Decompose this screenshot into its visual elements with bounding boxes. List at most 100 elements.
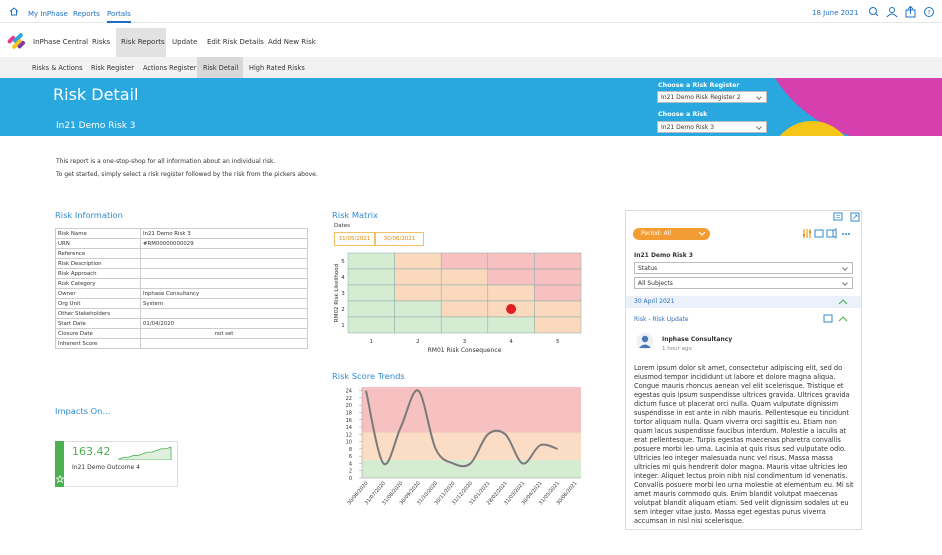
section-title: Risk Information: [55, 210, 123, 220]
sparkline: [118, 446, 172, 460]
date-chip[interactable]: 30/06/2021: [375, 232, 424, 246]
home-icon[interactable]: [9, 7, 19, 16]
table-cell: Risk Description: [55, 258, 141, 269]
table-cell: In21 Demo Risk 3: [140, 228, 308, 239]
nav-link[interactable]: My InPhase: [28, 10, 68, 18]
matrix-cell: [347, 252, 395, 270]
matrix-cell: [347, 284, 395, 302]
panel-icons[interactable]: [833, 212, 863, 224]
table-cell: Start Date: [55, 318, 141, 329]
table-cell: [140, 338, 308, 349]
sub-nav-item[interactable]: Risk Register: [91, 64, 134, 72]
y-tick-label: 10: [346, 440, 352, 446]
filter-icons[interactable]: [802, 228, 852, 240]
y-tick-label: 2: [341, 307, 345, 313]
table-cell: Risk Approach: [55, 268, 141, 279]
update-text: Lorem ipsum dolor sit amet, consectetur …: [634, 364, 854, 525]
table-row: Risk Name In21 Demo Risk 3: [55, 228, 308, 239]
subjects-select[interactable]: All Subjects: [634, 277, 853, 289]
table-cell: [140, 268, 308, 279]
y-tick-label: 24: [346, 389, 352, 395]
nav-item[interactable]: Add New Risk: [268, 38, 316, 46]
y-tick-label: 3: [341, 291, 345, 297]
table-cell: System: [140, 298, 308, 309]
sparkline-area: [118, 446, 172, 460]
sub-nav-item[interactable]: Risk Detail: [203, 64, 239, 72]
matrix-cell: [347, 300, 395, 318]
matrix-cell: [394, 316, 442, 334]
status-select[interactable]: Status: [634, 262, 853, 274]
nav-link[interactable]: Portals: [107, 10, 131, 23]
nav-item[interactable]: Risks: [92, 38, 111, 46]
toolbar-icons[interactable]: ?: [868, 6, 938, 18]
y-tick-label: 4: [349, 461, 352, 467]
sub-nav-item[interactable]: High Rated Risks: [249, 64, 305, 72]
active-tab-bg: [197, 57, 243, 78]
sub-nav-item[interactable]: Risks & Actions: [32, 64, 83, 72]
impact-label: In21 Demo Outcome 4: [72, 464, 140, 471]
matrix-cell: [394, 268, 442, 286]
nav-item[interactable]: Edit Risk Details: [207, 38, 264, 46]
y-tick-label: 6: [349, 454, 352, 460]
impact-strip: [55, 441, 64, 487]
table-row: Closure Date not set: [55, 328, 308, 339]
risk-subtitle: In21 Demo Risk 3: [56, 121, 136, 131]
avatar: [636, 332, 654, 350]
y-tick-label: 0: [349, 476, 352, 482]
y-tick-label: 14: [346, 425, 352, 431]
matrix-cell: [487, 284, 535, 302]
date-header: 30 April 2021: [634, 298, 675, 305]
table-row: Inherent Score: [55, 338, 308, 349]
table-row: URN #RM00000000029: [55, 238, 308, 249]
table-row: Owner Inphase Consultancy: [55, 288, 308, 299]
current-date: 18 June 2021: [812, 9, 859, 17]
table-cell: Closure Date: [55, 328, 141, 339]
date-chip[interactable]: 31/05/2021: [334, 232, 375, 246]
x-axis-label: RM01 Risk Consequence: [428, 347, 502, 354]
nav-item[interactable]: Risk Reports: [121, 38, 165, 46]
x-tick-label: 5: [556, 339, 560, 345]
top-bar: [0, 0, 942, 23]
matrix-cell: [487, 316, 535, 334]
period-text[interactable]: Period: All: [641, 230, 672, 237]
table-cell: Org Unit: [55, 298, 141, 309]
matrix-cell: [440, 316, 489, 334]
risk-select[interactable]: In21 Demo Risk 3: [657, 121, 767, 133]
matrix-cell: [394, 300, 442, 318]
date-row[interactable]: [626, 296, 861, 308]
nav-item[interactable]: Update: [172, 38, 198, 46]
chevron[interactable]: [838, 299, 848, 305]
matrix-cell: [534, 316, 582, 334]
table-row: Risk Approach: [55, 268, 308, 279]
trend-chart: 02468101214161820222430/06/202031/07/202…: [346, 387, 581, 506]
update-icons[interactable]: [823, 314, 851, 324]
table-row: Risk Description: [55, 258, 308, 269]
y-tick-label: 20: [346, 403, 352, 409]
table-cell: Risk Name: [55, 228, 141, 239]
sub-nav-item[interactable]: Actions Register: [143, 64, 197, 72]
matrix-cell: [534, 284, 582, 302]
y-tick-label: 12: [346, 432, 352, 438]
table-cell: [140, 308, 308, 319]
y-tick-label: 8: [349, 447, 352, 453]
matrix-cell: [440, 284, 489, 302]
dates-label: Dates: [334, 223, 351, 229]
x-tick-label: 1: [370, 339, 374, 345]
nav-link[interactable]: Reports: [73, 10, 100, 18]
matrix-cell: [487, 252, 535, 270]
table-cell: Inphase Consultancy: [140, 288, 308, 299]
y-tick-label: 2: [349, 469, 352, 475]
matrix-cell: [347, 316, 395, 334]
y-tick-label: 18: [346, 410, 352, 416]
table-cell: 01/04/2020: [140, 318, 308, 329]
picker-label: Choose a Risk: [658, 111, 708, 118]
y-axis-label: RM02 Risk Likelihood: [334, 264, 340, 322]
table-row: Risk Category: [55, 278, 308, 289]
period-pill[interactable]: [633, 228, 710, 240]
x-tick-label: 2: [416, 339, 420, 345]
table-cell: [140, 278, 308, 289]
matrix-cell: [347, 268, 395, 286]
table-row: Org Unit System: [55, 298, 308, 309]
register-select[interactable]: In21 Demo Risk Register 2: [657, 91, 767, 103]
